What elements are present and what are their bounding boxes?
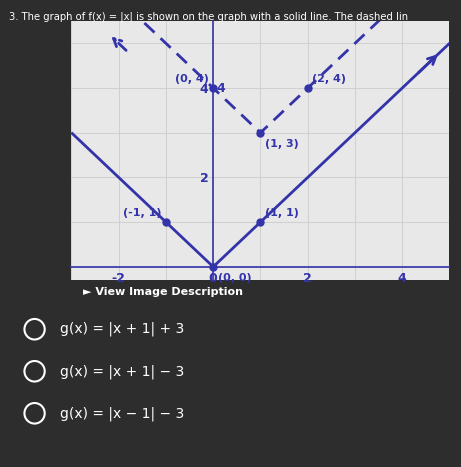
Text: (0, 0): (0, 0) <box>218 274 252 283</box>
Text: (-1, 1): (-1, 1) <box>123 208 161 218</box>
Text: (1, 3): (1, 3) <box>265 140 299 149</box>
Text: g(x) = |x + 1| − 3: g(x) = |x + 1| − 3 <box>60 364 184 379</box>
Text: (1, 1): (1, 1) <box>265 208 299 218</box>
Text: 3. The graph of f(x) = |x| is shown on the graph with a solid line. The dashed l: 3. The graph of f(x) = |x| is shown on t… <box>9 12 408 22</box>
Text: ► View Image Description: ► View Image Description <box>83 287 243 297</box>
Text: g(x) = |x − 1| − 3: g(x) = |x − 1| − 3 <box>60 406 184 421</box>
Text: (2, 4): (2, 4) <box>313 74 347 84</box>
Text: 4: 4 <box>217 82 225 94</box>
Text: (0, 4): (0, 4) <box>175 74 208 84</box>
Text: g(x) = |x + 1| + 3: g(x) = |x + 1| + 3 <box>60 322 184 337</box>
